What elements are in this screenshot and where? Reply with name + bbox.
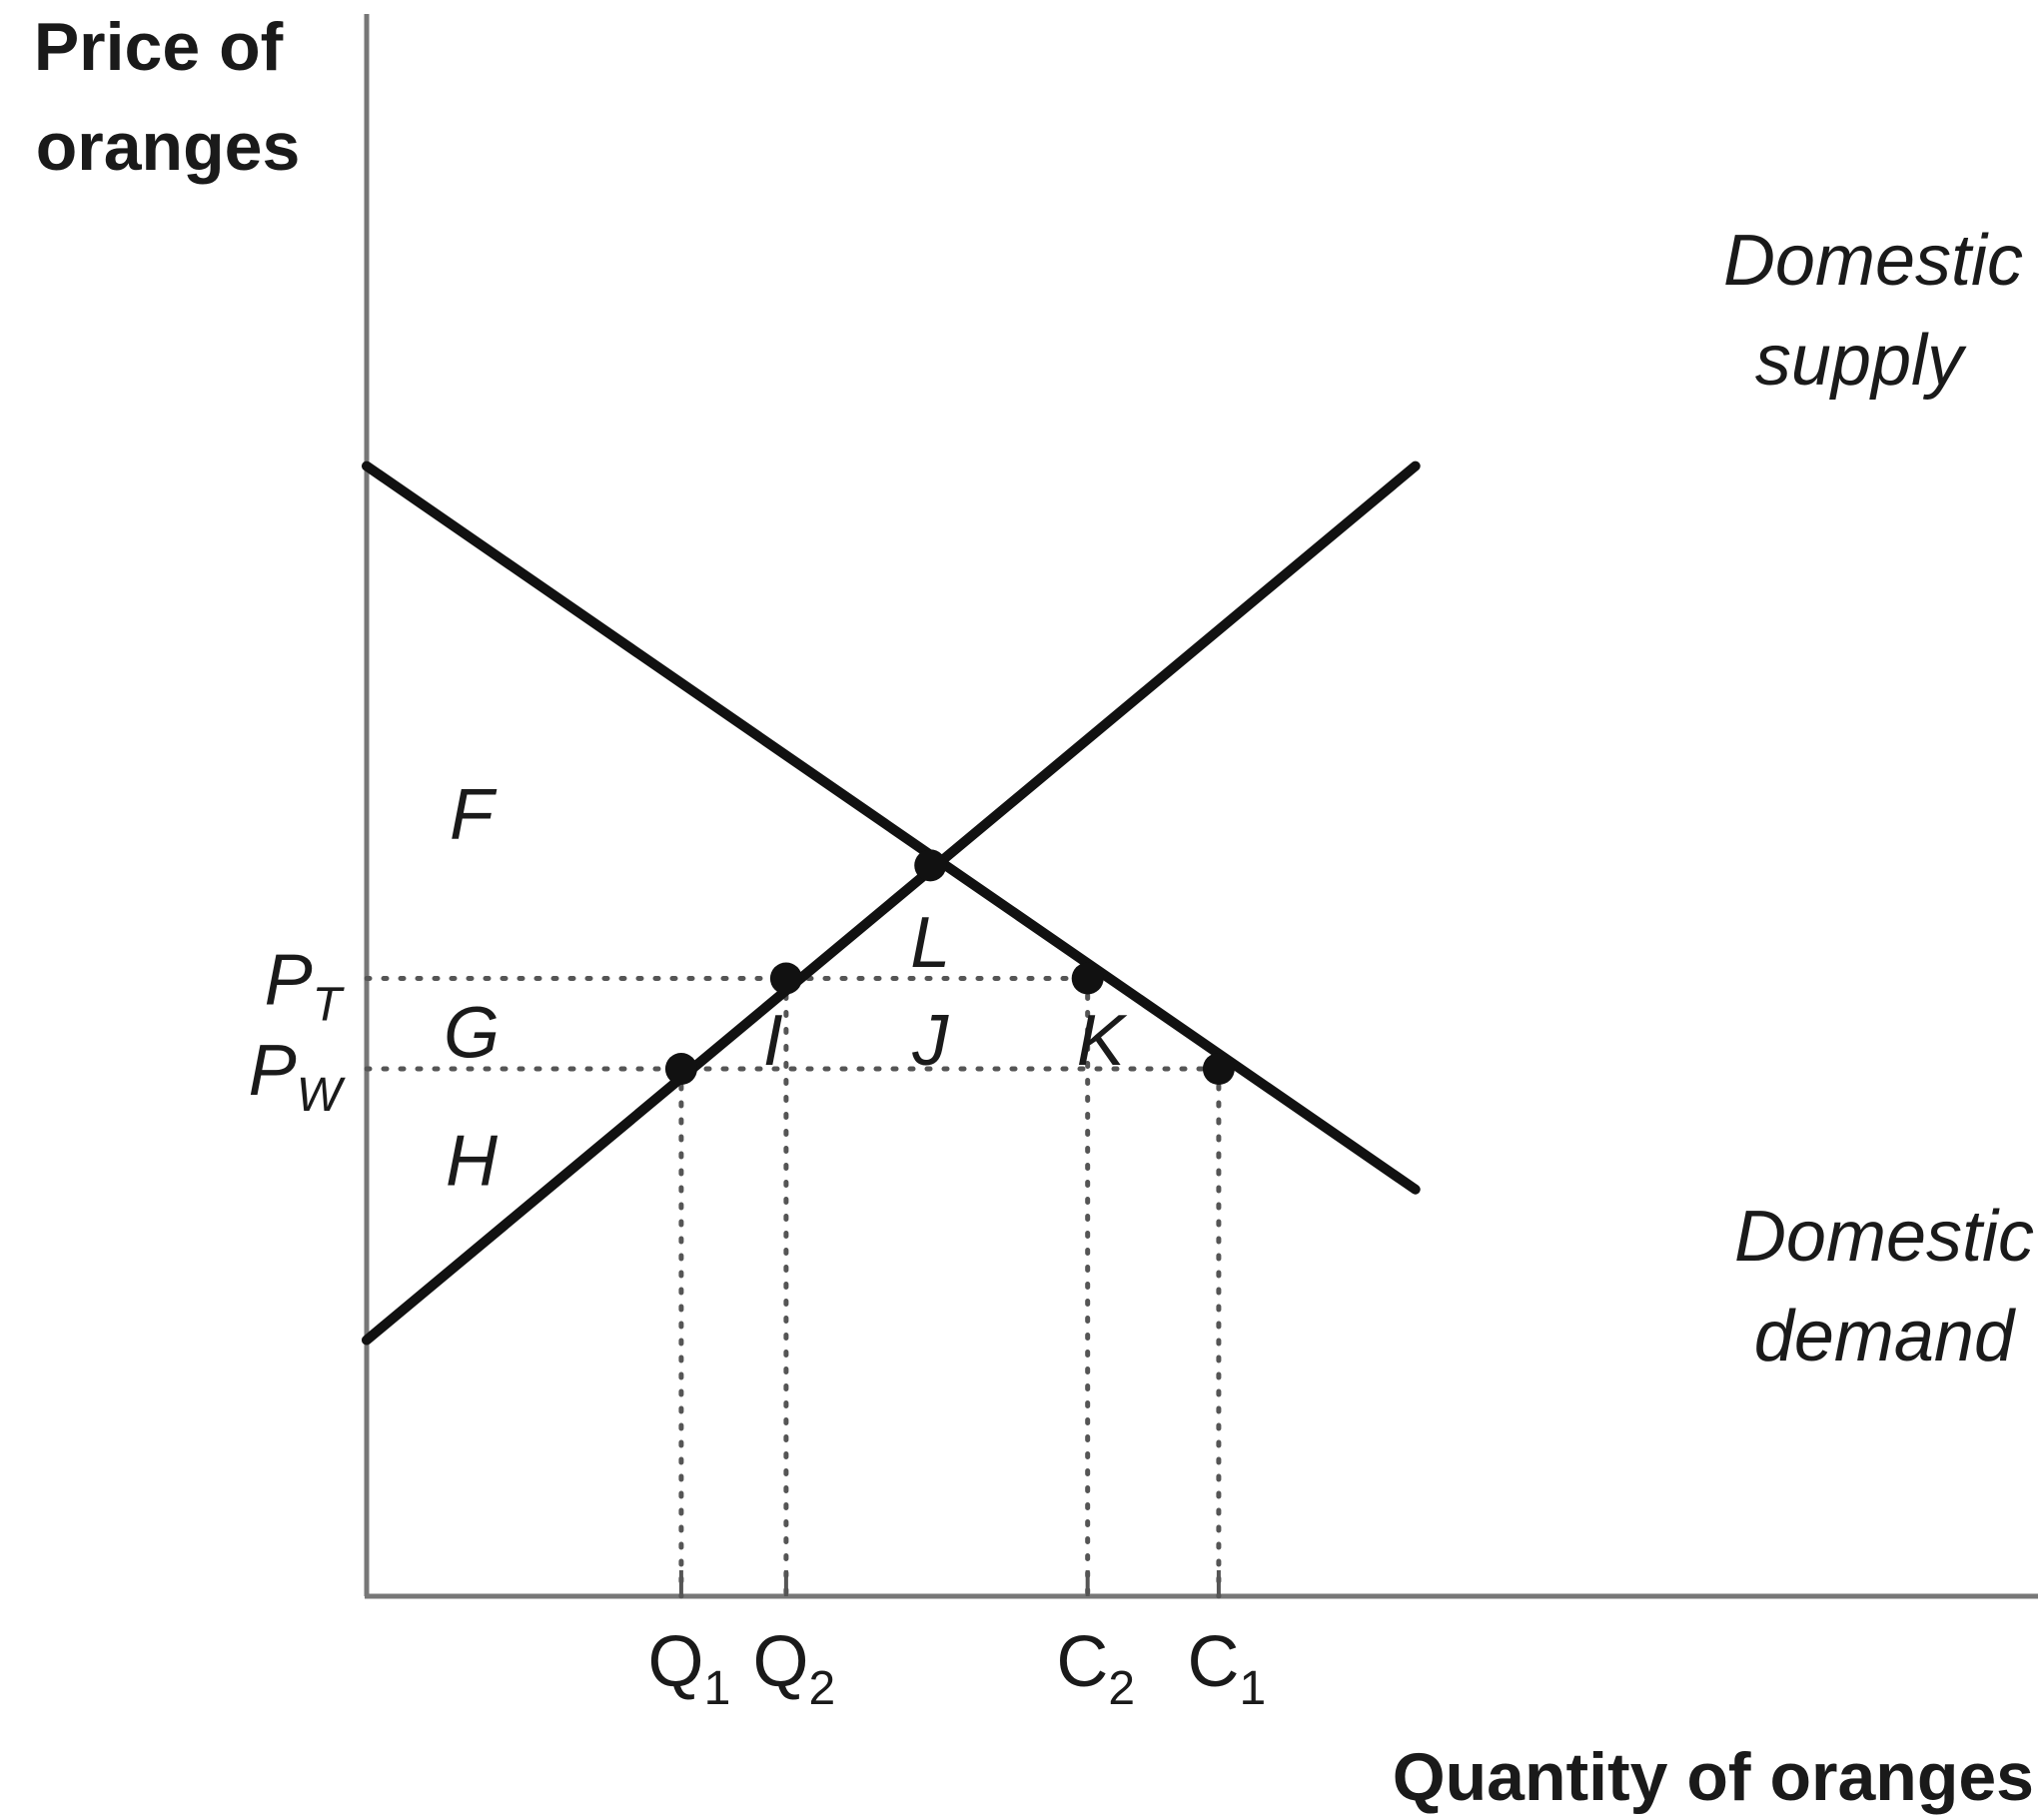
curve-label-0: Domestic supply <box>1723 221 2023 401</box>
tick-label-c2-sub: 2 <box>1108 1662 1135 1715</box>
area-label-g: G <box>444 993 500 1073</box>
point-c2pt <box>1071 962 1104 995</box>
tick-label-q1: Q1 <box>648 1622 731 1715</box>
curve-label-1: Domestic demand <box>1734 1197 2034 1376</box>
curve-label-1-line-0: Domestic <box>1734 1197 2034 1277</box>
area-label-i: I <box>763 1001 783 1081</box>
tick-label-c2-letter: C <box>1056 1622 1108 1702</box>
y-axis-title-line-1: Price of <box>34 9 284 85</box>
x-axis-title: Quantity of oranges <box>1393 1739 2034 1815</box>
y-axis-title: Price of oranges <box>34 9 302 185</box>
point-q2pt <box>769 962 802 995</box>
tick-label-q2-sub: 2 <box>809 1662 836 1715</box>
point-q1pt <box>664 1053 697 1085</box>
area-label-k: K <box>1077 1001 1128 1081</box>
tick-label-c1: C1 <box>1188 1622 1267 1715</box>
price-label-pw-letter: P <box>249 1031 297 1111</box>
curve-domestic-supply <box>362 460 1421 1346</box>
point-c1pt <box>1202 1053 1235 1085</box>
curve-domestic-demand <box>362 460 1421 1195</box>
tick-label-q1-sub: 1 <box>704 1662 731 1715</box>
tick-label-q2: Q2 <box>753 1622 836 1715</box>
curve-label-1-line-1: demand <box>1754 1297 2016 1376</box>
area-label-f: F <box>450 775 498 855</box>
price-label-pt-letter: P <box>265 940 313 1020</box>
points <box>664 849 1235 1085</box>
price-label-pw-sub: W <box>297 1069 347 1122</box>
area-label-j: J <box>911 1001 949 1081</box>
guide-lines <box>364 975 1222 1599</box>
price-label-pw: PW <box>249 1031 347 1122</box>
price-label-pt: PT <box>265 940 346 1031</box>
tick-label-q1-letter: Q <box>648 1622 704 1702</box>
tick-label-q2-letter: Q <box>753 1622 809 1702</box>
tick-label-c1-sub: 1 <box>1240 1662 1267 1715</box>
tick-label-c2: C2 <box>1056 1622 1135 1715</box>
point-eq <box>914 849 947 882</box>
price-label-pt-sub: T <box>313 978 346 1031</box>
area-label-l: L <box>910 903 950 983</box>
tick-label-c1-letter: C <box>1188 1622 1240 1702</box>
curve-label-0-line-0: Domestic <box>1723 221 2023 301</box>
area-label-h: H <box>446 1122 499 1202</box>
curve-label-0-line-1: supply <box>1755 321 1967 401</box>
y-axis-title-line-2: oranges <box>36 109 301 185</box>
curves <box>362 460 1421 1346</box>
